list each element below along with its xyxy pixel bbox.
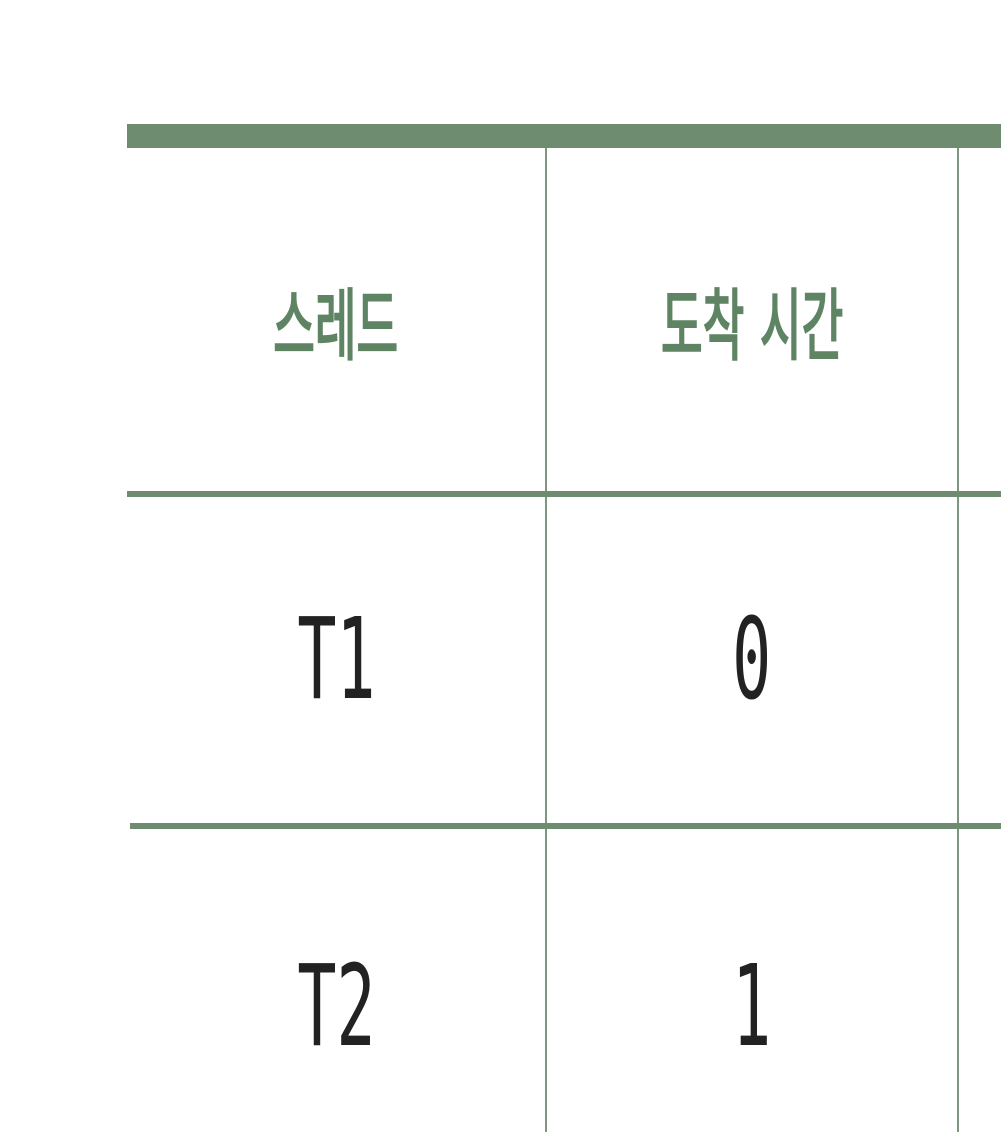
table-cell-arrival-time: 0 <box>547 497 957 823</box>
row-divider <box>127 491 1001 497</box>
table-cell-thread: T2 <box>127 829 545 1132</box>
header-thread-label: 스레드 <box>273 281 399 372</box>
table-top-rule <box>127 124 1001 148</box>
arrival-time-value: 0 <box>732 595 772 725</box>
table-cell-arrival-time: 1 <box>547 829 957 1132</box>
column-divider <box>545 148 547 1132</box>
header-cell-arrival-time: 도착 시간 <box>547 148 957 491</box>
thread-id: T2 <box>296 941 376 1072</box>
arrival-time-value: 1 <box>732 941 772 1072</box>
table-cell-thread: T1 <box>127 497 545 823</box>
thread-id: T1 <box>296 595 376 725</box>
row-divider <box>130 823 1001 829</box>
column-divider <box>957 148 959 1132</box>
header-arrival-time-label: 도착 시간 <box>660 281 844 372</box>
header-cell-thread: 스레드 <box>127 148 545 491</box>
